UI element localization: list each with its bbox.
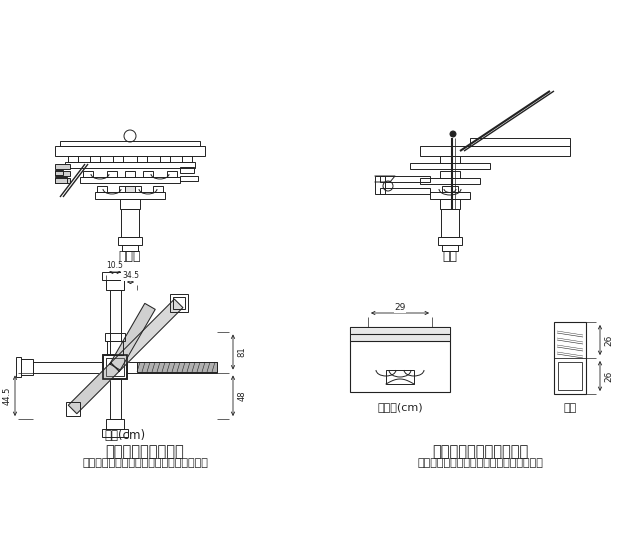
Bar (420, 146, 570, 156)
Text: 10.5: 10.5 (107, 262, 124, 270)
Bar (55, 170, 63, 175)
Bar (68, 156, 78, 162)
Bar (120, 199, 140, 209)
Bar (153, 186, 163, 192)
Bar (440, 199, 460, 209)
Text: 26: 26 (605, 370, 614, 381)
Bar (55, 177, 67, 183)
Bar (109, 379, 120, 419)
Text: 南禅寺大殿转角铺作: 南禅寺大殿转角铺作 (106, 444, 184, 459)
Bar (55, 146, 205, 156)
Text: （资料来源：山西省唐代建筑研究课题组）: （资料来源：山西省唐代建筑研究课题组） (417, 458, 543, 468)
Bar (80, 177, 180, 183)
Text: 81: 81 (237, 347, 246, 357)
Bar (182, 156, 192, 162)
Bar (106, 358, 124, 376)
Text: 南禅寺大殿明间补间铺作: 南禅寺大殿明间补间铺作 (432, 444, 528, 459)
Text: 34.5: 34.5 (122, 272, 139, 280)
Bar (103, 355, 127, 379)
Bar (442, 245, 458, 251)
Text: 29: 29 (394, 304, 406, 312)
Bar (127, 362, 217, 373)
Bar (125, 171, 135, 177)
Bar (107, 341, 123, 355)
Bar (180, 167, 194, 173)
Bar (122, 245, 138, 251)
Bar (121, 209, 139, 237)
Bar (97, 186, 107, 192)
Bar (103, 355, 127, 379)
Bar (380, 188, 430, 194)
Bar (386, 370, 414, 384)
Bar (102, 272, 128, 280)
Text: 26: 26 (605, 335, 614, 346)
Bar (167, 171, 177, 177)
Bar (107, 171, 117, 177)
Bar (106, 358, 124, 376)
Polygon shape (110, 304, 155, 370)
Bar (109, 290, 120, 355)
Text: 正立面(cm): 正立面(cm) (377, 402, 423, 412)
Bar (102, 429, 128, 437)
Bar (21, 359, 33, 375)
Bar (430, 192, 470, 199)
Polygon shape (111, 299, 183, 371)
Bar (125, 186, 135, 192)
Bar (160, 156, 170, 162)
Bar (180, 176, 198, 181)
Bar (55, 171, 70, 176)
Bar (170, 294, 188, 312)
Text: 44.5: 44.5 (3, 386, 12, 405)
Bar (470, 138, 570, 146)
Bar (55, 164, 70, 169)
Bar (16, 357, 21, 377)
Bar (173, 298, 184, 309)
Text: 48: 48 (237, 390, 246, 401)
Bar (558, 362, 582, 390)
Bar (33, 362, 103, 373)
Bar (119, 186, 129, 192)
Bar (137, 362, 217, 372)
Bar (65, 162, 195, 168)
Bar (106, 419, 124, 429)
Bar (440, 171, 460, 178)
Bar (420, 178, 480, 184)
Polygon shape (68, 363, 119, 413)
Bar (95, 192, 165, 199)
Bar (440, 156, 460, 163)
Bar (554, 322, 586, 394)
Bar (60, 141, 200, 146)
Text: 断面: 断面 (442, 250, 458, 263)
Bar (90, 156, 100, 162)
Bar (410, 163, 490, 169)
Bar (441, 209, 459, 237)
Bar (131, 186, 141, 192)
Bar (137, 156, 147, 162)
Text: 平面(cm): 平面(cm) (104, 429, 145, 442)
Bar (143, 171, 153, 177)
Text: 断面: 断面 (563, 403, 577, 413)
Bar (350, 327, 450, 392)
Bar (55, 178, 70, 183)
Text: （资料来源：山西省唐代建筑研究课题组）: （资料来源：山西省唐代建筑研究课题组） (82, 458, 208, 468)
Bar (65, 402, 79, 416)
Bar (113, 156, 123, 162)
Bar (380, 176, 430, 182)
Bar (83, 171, 93, 177)
Bar (375, 176, 385, 194)
Bar (350, 334, 450, 341)
Bar (438, 237, 462, 245)
Text: 正立面: 正立面 (119, 250, 141, 263)
Bar (442, 186, 458, 192)
Bar (106, 280, 124, 290)
Bar (105, 333, 125, 341)
Circle shape (450, 131, 456, 137)
Bar (118, 237, 142, 245)
Bar (350, 327, 450, 334)
